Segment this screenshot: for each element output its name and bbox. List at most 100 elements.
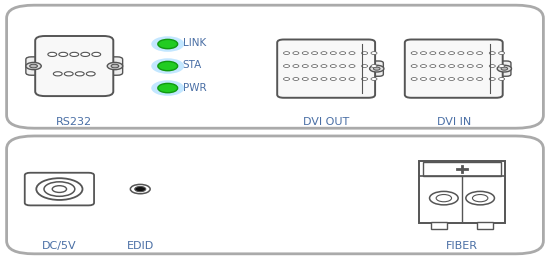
Circle shape [52, 186, 67, 192]
Text: FIBER: FIBER [446, 241, 478, 251]
Circle shape [293, 52, 299, 55]
Circle shape [472, 195, 488, 202]
Circle shape [501, 67, 508, 70]
FancyBboxPatch shape [25, 173, 94, 205]
Circle shape [458, 64, 464, 68]
Circle shape [349, 78, 355, 80]
Circle shape [36, 178, 82, 200]
Circle shape [284, 64, 289, 68]
Circle shape [371, 78, 377, 80]
Circle shape [476, 64, 483, 68]
Circle shape [411, 64, 417, 68]
FancyBboxPatch shape [419, 161, 505, 223]
Circle shape [81, 52, 90, 56]
Circle shape [349, 64, 355, 68]
Circle shape [135, 186, 146, 192]
Text: DC/5V: DC/5V [42, 241, 76, 251]
FancyBboxPatch shape [405, 40, 503, 98]
Circle shape [430, 191, 458, 205]
Circle shape [75, 72, 84, 76]
Circle shape [490, 78, 496, 80]
Circle shape [439, 64, 446, 68]
Circle shape [439, 52, 446, 55]
Circle shape [59, 52, 68, 56]
Circle shape [490, 64, 496, 68]
Circle shape [490, 52, 496, 55]
Circle shape [371, 64, 377, 68]
Text: EDID: EDID [126, 241, 154, 251]
Circle shape [449, 52, 454, 55]
Circle shape [362, 78, 367, 80]
Circle shape [44, 182, 75, 196]
Circle shape [421, 78, 427, 80]
Circle shape [439, 78, 446, 80]
FancyBboxPatch shape [26, 57, 41, 75]
Text: DVI IN: DVI IN [437, 117, 471, 127]
Circle shape [302, 64, 308, 68]
Circle shape [421, 52, 427, 55]
Circle shape [284, 78, 289, 80]
Circle shape [430, 78, 436, 80]
Circle shape [411, 78, 417, 80]
Circle shape [449, 64, 454, 68]
Circle shape [293, 64, 299, 68]
Text: RS232: RS232 [56, 117, 92, 127]
Circle shape [48, 52, 57, 56]
Circle shape [302, 78, 308, 80]
Text: PWR: PWR [183, 83, 206, 93]
FancyBboxPatch shape [498, 61, 511, 76]
Circle shape [421, 64, 427, 68]
Circle shape [340, 78, 345, 80]
Circle shape [430, 52, 436, 55]
FancyBboxPatch shape [370, 61, 383, 76]
Circle shape [373, 67, 380, 70]
Circle shape [330, 52, 336, 55]
Circle shape [158, 39, 178, 49]
Circle shape [321, 52, 327, 55]
Circle shape [321, 78, 327, 80]
Circle shape [468, 78, 473, 80]
Circle shape [330, 64, 336, 68]
Circle shape [92, 52, 101, 56]
Circle shape [130, 184, 150, 194]
Circle shape [302, 52, 308, 55]
Circle shape [158, 61, 178, 71]
Circle shape [151, 58, 184, 74]
Circle shape [411, 52, 417, 55]
Circle shape [26, 62, 41, 70]
Circle shape [284, 52, 289, 55]
Circle shape [158, 83, 178, 93]
Circle shape [370, 65, 384, 72]
Circle shape [476, 78, 483, 80]
Circle shape [53, 72, 62, 76]
Circle shape [499, 64, 505, 68]
FancyBboxPatch shape [431, 222, 447, 229]
Circle shape [362, 64, 367, 68]
Circle shape [151, 80, 184, 96]
Circle shape [497, 65, 512, 72]
Circle shape [312, 52, 318, 55]
Circle shape [362, 52, 367, 55]
Text: DVI OUT: DVI OUT [303, 117, 349, 127]
Circle shape [476, 52, 483, 55]
Circle shape [458, 78, 464, 80]
Circle shape [330, 78, 336, 80]
Circle shape [449, 78, 454, 80]
Circle shape [151, 36, 184, 52]
Circle shape [30, 64, 37, 68]
Circle shape [64, 72, 73, 76]
Circle shape [107, 62, 123, 70]
Circle shape [321, 64, 327, 68]
Circle shape [499, 52, 505, 55]
Circle shape [458, 52, 464, 55]
Text: LINK: LINK [183, 38, 206, 48]
FancyBboxPatch shape [35, 36, 113, 96]
Circle shape [340, 52, 345, 55]
Circle shape [430, 64, 436, 68]
Circle shape [349, 52, 355, 55]
Circle shape [371, 52, 377, 55]
FancyBboxPatch shape [477, 222, 493, 229]
Circle shape [312, 64, 318, 68]
Circle shape [111, 64, 119, 68]
FancyBboxPatch shape [107, 57, 123, 75]
